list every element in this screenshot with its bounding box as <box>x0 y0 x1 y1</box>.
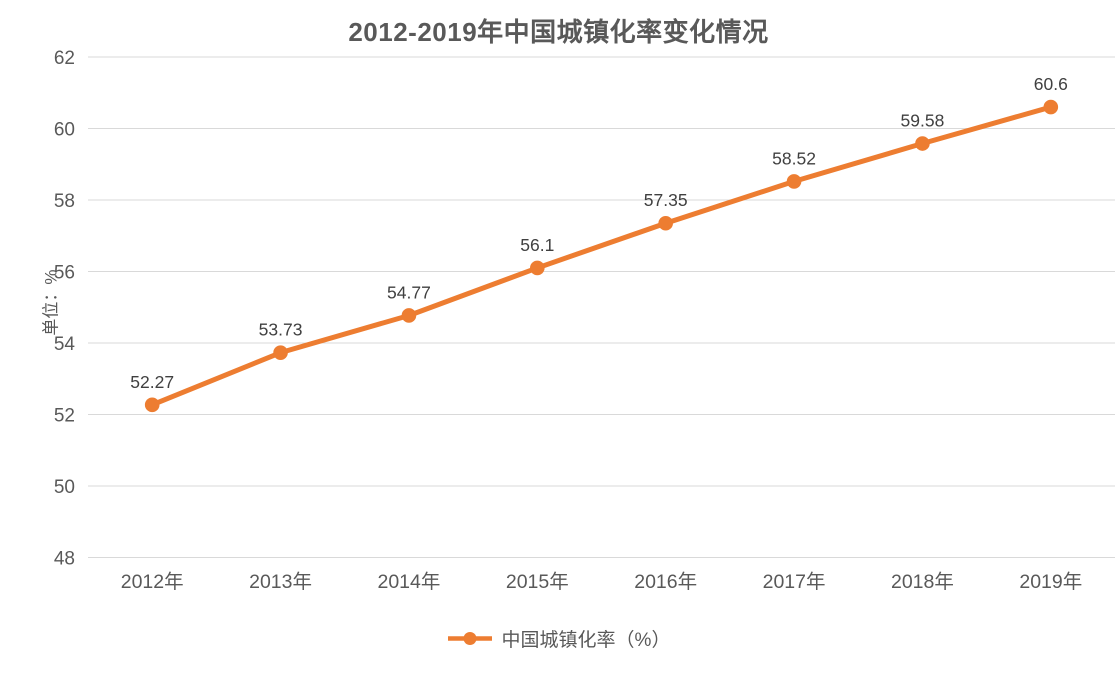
data-point-marker <box>144 397 160 413</box>
data-point-marker <box>530 260 545 276</box>
x-tick-label: 2018年 <box>891 571 954 593</box>
data-point-marker <box>1043 99 1059 115</box>
chart-title: 2012-2019年中国城镇化率变化情况 <box>348 17 769 47</box>
data-point-label: 56.1 <box>520 235 554 255</box>
data-point-label: 52.27 <box>130 372 174 392</box>
data-point-marker <box>273 345 288 360</box>
data-point-label: 59.58 <box>901 111 945 131</box>
data-point-label: 53.73 <box>259 320 303 340</box>
y-tick-label: 50 <box>54 477 75 498</box>
data-point-marker <box>658 215 673 231</box>
x-tick-label: 2016年 <box>634 571 697 593</box>
legend-series-label: 中国城镇化率（%） <box>501 630 671 651</box>
data-point-label: 54.77 <box>387 282 431 302</box>
data-point-label: 58.52 <box>772 148 816 168</box>
y-tick-label: 58 <box>54 191 75 212</box>
x-tick-label: 2013年 <box>249 571 312 593</box>
legend: 中国城镇化率（%） <box>0 625 1117 652</box>
x-tick-label: 2014年 <box>377 571 440 593</box>
data-point-marker <box>401 308 417 323</box>
x-tick-label: 2017年 <box>763 571 826 593</box>
x-tick-label: 2019年 <box>1019 571 1082 593</box>
data-point-label: 60.6 <box>1034 74 1068 94</box>
x-tick-label: 2012年 <box>121 571 184 593</box>
data-point-marker <box>915 136 930 151</box>
y-tick-label: 52 <box>54 406 75 427</box>
y-tick-label: 56 <box>54 263 75 284</box>
y-tick-label: 48 <box>54 549 75 570</box>
y-tick-label: 62 <box>54 48 75 69</box>
y-tick-label: 60 <box>54 120 75 141</box>
y-tick-label: 54 <box>54 334 76 355</box>
legend-marker-icon <box>447 632 492 645</box>
series-line <box>151 104 1052 408</box>
data-point-label: 57.35 <box>644 190 688 210</box>
x-tick-label: 2015年 <box>506 571 569 593</box>
data-point-marker <box>786 174 802 189</box>
